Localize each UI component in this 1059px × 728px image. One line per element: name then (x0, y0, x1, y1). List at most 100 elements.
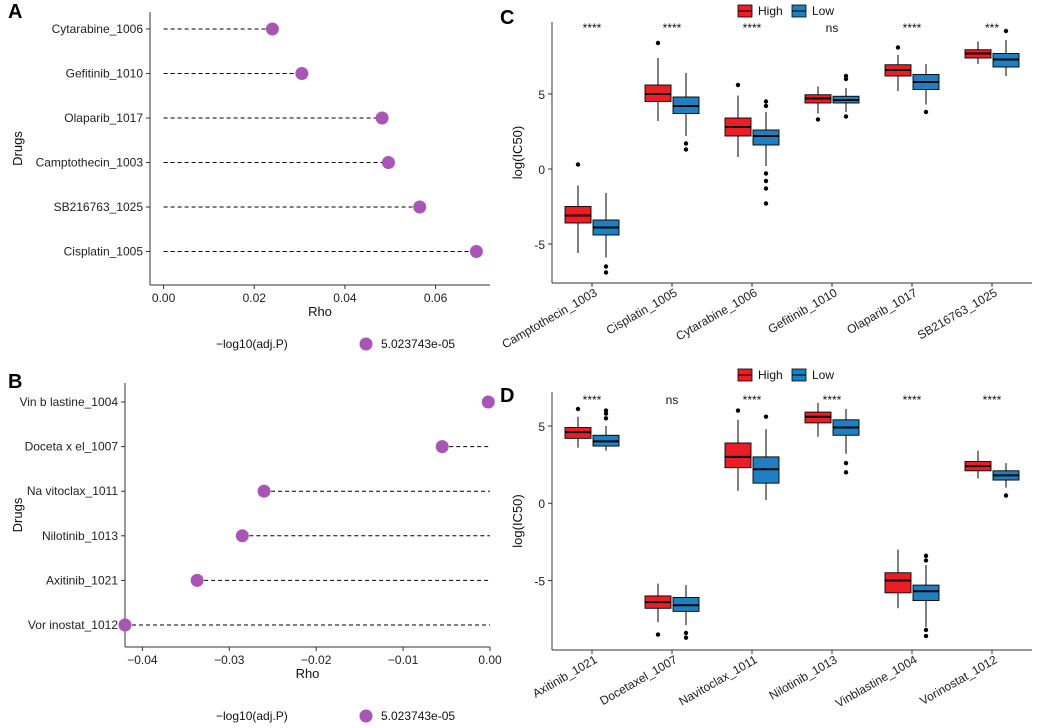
lollipop-point (190, 573, 204, 587)
box-outlier (763, 201, 769, 206)
box-outlier (763, 414, 769, 419)
lollipop-point (469, 245, 483, 258)
lollipop-point (118, 618, 132, 632)
lollipop-point (375, 111, 389, 125)
box-outlier (923, 553, 929, 558)
significance-label: **** (583, 21, 602, 35)
y-tick-label: Vor inostat_1012 (28, 618, 118, 632)
box-outlier (923, 633, 929, 639)
x-tick-label: Camptothecin_1003 (499, 285, 599, 351)
box-outlier (683, 635, 689, 640)
x-tick-label: 0.00 (478, 653, 502, 667)
y-axis-title: log(IC50) (510, 126, 525, 179)
box-outlier (923, 627, 929, 633)
box-outlier (895, 45, 901, 50)
lollipop-point (235, 529, 249, 543)
significance-label: **** (903, 393, 922, 407)
legend-title: −log10(adj.P) (216, 337, 288, 351)
box-outlier (763, 186, 769, 191)
y-tick-label: 0 (538, 497, 545, 511)
x-tick-label: −0.02 (301, 653, 332, 667)
box-outlier (735, 82, 741, 88)
y-tick-label: 5 (538, 420, 545, 434)
panel-b: B Vin b lastine_1004 Doceta x el_1007 Na vi… (8, 371, 502, 723)
y-tick-label: 0 (538, 163, 545, 177)
y-tick-label: -5 (534, 574, 545, 588)
box-outlier (603, 264, 609, 269)
y-tick-label: Cisplatin_1005 (64, 245, 144, 259)
x-tick-label: −0.01 (388, 653, 419, 667)
box-outlier (763, 178, 769, 184)
lollipop-point (481, 395, 495, 409)
panel-c: C High Low -5 0 5 log(IC50) Camptothecin_1003 **… (499, 4, 1032, 351)
box-low (912, 584, 940, 602)
legend-label-high: High (758, 4, 783, 18)
box-outlier (763, 171, 769, 176)
y-axis-title: Drugs (10, 497, 25, 532)
significance-label: ns (666, 393, 679, 407)
panel-d: D High Low -5 0 5 log(IC50) Axitinib_1021 **** Do… (500, 368, 1032, 711)
x-tick-label: Cytarabine_1006 (673, 285, 759, 343)
box-outlier (683, 147, 689, 152)
y-tick-label: Vin b lastine_1004 (19, 395, 118, 409)
box-outlier (763, 103, 769, 109)
x-tick-label: Vinblastine_1004 (833, 652, 920, 710)
x-tick-label: Vorinostat_1012 (917, 652, 999, 708)
significance-label: **** (903, 21, 922, 35)
box-outlier (683, 630, 689, 636)
significance-label: **** (983, 393, 1002, 407)
significance-label: **** (743, 393, 762, 407)
box-outlier (575, 406, 581, 412)
x-tick-label: Cisplatin_1005 (604, 285, 680, 337)
x-tick-label: 0.02 (243, 291, 267, 305)
y-tick-label: Cytarabine_1006 (52, 22, 144, 36)
x-tick-label: Olaparib_1017 (844, 285, 919, 337)
y-tick-label: Gefitinib_1010 (66, 67, 144, 81)
x-tick-label: Docetaxel_1007 (597, 652, 679, 708)
significance-label: **** (823, 393, 842, 407)
box-outlier (843, 114, 849, 119)
significance-label: **** (743, 21, 762, 35)
significance-label: *** (985, 21, 999, 35)
box-outlier (655, 40, 661, 46)
x-tick-label: SB216763_1025 (915, 285, 1000, 342)
box-outlier (683, 141, 689, 146)
box-outlier (1003, 493, 1009, 498)
y-tick-label: Camptothecin_1003 (36, 156, 144, 170)
box-outlier (575, 162, 581, 167)
lollipop-point (257, 484, 271, 498)
x-tick-label: Navitoclax_1011 (676, 652, 759, 708)
y-axis-title: log(IC50) (510, 494, 525, 547)
box-outlier (603, 416, 609, 421)
box-outlier (603, 270, 609, 275)
y-tick-label: Na vitoclax_1011 (27, 484, 118, 498)
panel-a: A Cytarabine_1006 Gefitinib_1010 Olaparib_1… (8, 1, 490, 351)
box-outlier (923, 558, 929, 563)
legend-label-high: High (758, 368, 783, 382)
legend-title: −log10(adj.P) (216, 709, 288, 723)
legend-label-low: Low (812, 4, 834, 18)
y-tick-label: 5 (538, 88, 545, 102)
x-axis-title: Rho (296, 666, 320, 681)
box-low (752, 129, 780, 146)
x-tick-label: −0.04 (127, 653, 158, 667)
x-tick-label: 0.06 (424, 291, 448, 305)
box-outlier (1003, 28, 1009, 34)
y-axis-title: Drugs (10, 131, 25, 166)
y-tick-label: Doceta x el_1007 (25, 440, 119, 454)
box-outlier (603, 408, 609, 413)
box-outlier (843, 76, 849, 82)
y-tick-label: -5 (534, 238, 545, 252)
legend-label-low: Low (812, 368, 834, 382)
significance-label: **** (663, 21, 682, 35)
box-high (724, 442, 752, 469)
x-axis-title: Rho (308, 304, 332, 319)
lollipop-point (435, 440, 449, 454)
box-outlier (923, 109, 929, 115)
y-tick-label: SB216763_1025 (54, 200, 144, 214)
x-tick-label: −0.03 (214, 653, 245, 667)
legend-point (359, 709, 373, 723)
x-tick-label: Nilotinib_1013 (767, 652, 840, 702)
lollipop-point (265, 22, 279, 36)
